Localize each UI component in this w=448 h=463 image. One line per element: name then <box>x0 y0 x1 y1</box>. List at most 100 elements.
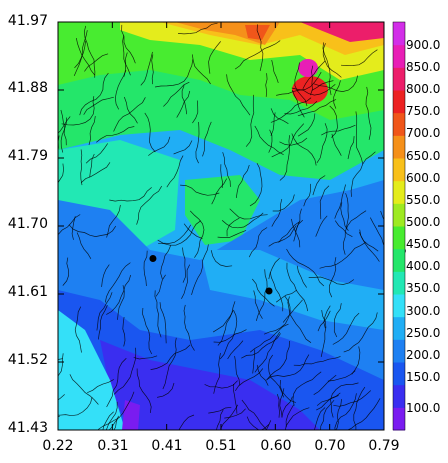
y-tick-label: 41.43 <box>7 420 48 436</box>
streamline <box>330 382 359 418</box>
streamline <box>195 121 200 164</box>
streamline <box>191 244 209 295</box>
streamline <box>96 292 113 331</box>
streamline <box>291 89 305 118</box>
streamline <box>340 49 378 66</box>
colorbar-tick-label: 450.0 <box>406 237 441 251</box>
streamline <box>334 184 346 219</box>
streamline <box>114 70 127 110</box>
y-tick-label: 41.70 <box>7 216 48 232</box>
streamline <box>295 208 302 232</box>
streamline <box>106 357 127 408</box>
region-violet <box>122 400 140 430</box>
streamline <box>87 379 114 394</box>
region-vortex-core <box>298 59 318 77</box>
streamline <box>308 276 355 285</box>
streamline <box>282 299 303 323</box>
streamline <box>60 117 68 153</box>
colorbar-tick-label: 700.0 <box>406 126 441 140</box>
streamline <box>333 80 341 109</box>
y-tick-label: 41.88 <box>7 80 48 96</box>
streamline <box>162 337 177 390</box>
streamline <box>291 133 317 166</box>
streamline <box>105 401 118 430</box>
colorbar-swatch <box>393 316 405 340</box>
streamline <box>189 210 205 258</box>
streamline <box>182 247 186 283</box>
colorbar-swatch <box>393 135 405 159</box>
streamline <box>157 224 192 244</box>
colorbar-tick-label: 250.0 <box>406 326 441 340</box>
x-tick-label: 0.51 <box>205 438 237 454</box>
streamline <box>334 220 353 238</box>
streamline <box>315 215 328 237</box>
streamline <box>313 75 358 92</box>
streamline <box>313 374 337 395</box>
streamline <box>320 399 335 430</box>
region-red-dark <box>245 25 270 40</box>
streamline <box>345 193 349 229</box>
streamline <box>329 257 337 298</box>
streamline <box>133 355 158 360</box>
colorbar-swatch <box>393 248 405 272</box>
streamline <box>355 111 364 165</box>
y-tick-label: 41.52 <box>7 352 48 368</box>
streamline <box>74 40 87 69</box>
streamline <box>181 85 188 115</box>
streamline <box>343 312 378 353</box>
streamline <box>148 136 171 156</box>
streamline <box>320 310 327 357</box>
colorbar-swatch <box>393 112 405 136</box>
streamline <box>294 62 308 107</box>
streamline <box>122 35 127 77</box>
colorbar-tick-label: 900.0 <box>406 38 441 52</box>
colorbar-tick-label: 650.0 <box>406 149 441 163</box>
streamline <box>365 86 372 140</box>
streamline <box>316 123 328 164</box>
streamline <box>163 81 190 107</box>
streamline <box>113 415 119 430</box>
streamline <box>297 99 337 117</box>
streamline <box>268 129 273 153</box>
colorbar-swatch <box>393 407 405 431</box>
colorbar-tick-label: 400.0 <box>406 259 441 273</box>
streamline <box>62 257 70 286</box>
streamline <box>180 184 220 196</box>
streamline <box>122 316 126 347</box>
streamline <box>75 38 96 76</box>
streamline <box>159 302 167 344</box>
colorbar-swatch <box>393 22 405 46</box>
streamline <box>84 53 109 72</box>
streamline <box>123 96 138 124</box>
streamline <box>183 223 203 239</box>
streamline <box>202 121 212 157</box>
streamline <box>212 310 234 333</box>
streamline <box>83 25 96 78</box>
streamline <box>359 229 379 252</box>
colorbar-swatch <box>393 294 405 318</box>
axis-ticks <box>57 21 385 431</box>
colorbar-swatch <box>393 362 405 386</box>
streamline <box>248 227 268 258</box>
streamline <box>266 340 290 381</box>
colorbar-swatch <box>393 158 405 182</box>
streamline <box>316 392 341 411</box>
colorbar-tick-label: 500.0 <box>406 215 441 229</box>
streamline <box>319 185 330 220</box>
streamline <box>102 411 114 430</box>
streamline <box>178 414 195 430</box>
streamline <box>58 116 71 134</box>
streamline <box>279 137 308 146</box>
streamline <box>279 379 296 403</box>
streamline <box>272 194 295 212</box>
streamline <box>278 221 300 243</box>
streamline <box>241 399 268 430</box>
streamline <box>208 406 232 414</box>
streamline <box>76 232 92 259</box>
streamline <box>213 352 221 394</box>
streamline <box>89 153 95 178</box>
streamline <box>106 204 121 238</box>
x-tick-label: 0.41 <box>151 438 183 454</box>
streamline <box>160 245 172 280</box>
streamline <box>117 285 125 320</box>
